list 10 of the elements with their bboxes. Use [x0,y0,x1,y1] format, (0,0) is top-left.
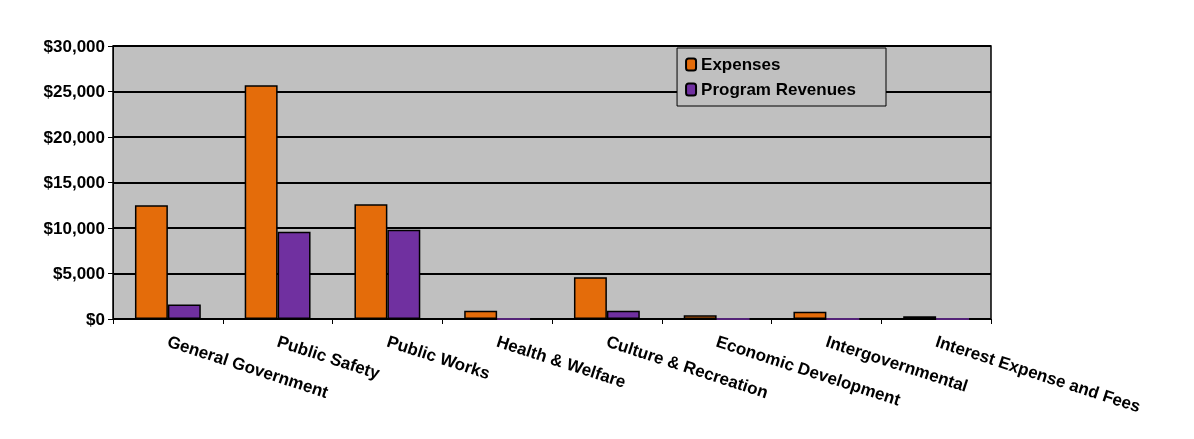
y-tick-label: $30,000 [43,36,105,56]
y-tick-label: $25,000 [43,82,105,101]
y-tick-label: $0 [86,309,105,329]
legend-label: Expenses [701,55,781,74]
y-tick-label: $15,000 [43,173,105,192]
y-tick-label: $10,000 [43,218,105,238]
y-tick-label: $5,000 [53,264,105,283]
x-tick-label: Public Works [384,331,493,384]
y-tick-label: $20,000 [43,127,105,147]
legend-label: Program Revenues [701,80,856,99]
